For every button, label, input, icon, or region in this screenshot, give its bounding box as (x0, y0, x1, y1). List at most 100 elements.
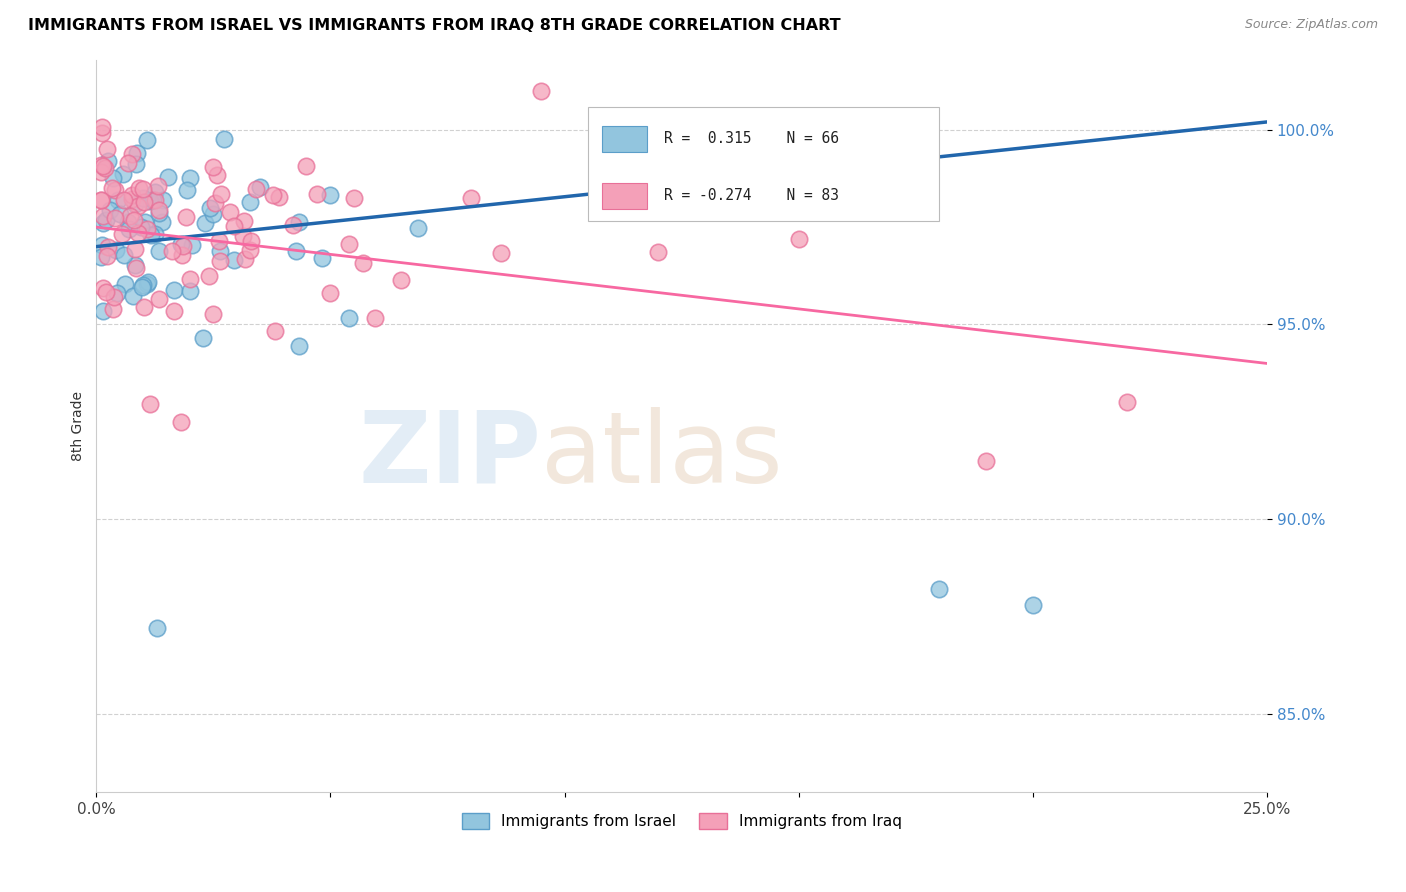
Point (647, 244, 669, 259)
Point (263, 325, 285, 339)
Point (139, 228, 162, 243)
Point (136, 222, 159, 236)
Point (136, 277, 159, 291)
Legend: Immigrants from Israel, Immigrants from Iraq: Immigrants from Israel, Immigrants from … (456, 807, 908, 836)
Point (100, 202, 122, 217)
Point (1115, 395, 1137, 409)
Point (90, 250, 112, 264)
Point (118, 222, 141, 236)
Point (148, 203, 170, 218)
Point (245, 182, 267, 196)
Point (152, 193, 174, 207)
Point (105, 285, 128, 300)
Point (104, 183, 127, 197)
Point (267, 189, 290, 203)
Point (194, 216, 217, 230)
Point (111, 167, 134, 181)
Point (148, 205, 170, 219)
Point (122, 289, 145, 303)
Point (249, 180, 271, 194)
FancyBboxPatch shape (588, 107, 939, 220)
Point (97, 153, 120, 168)
Point (150, 215, 173, 229)
Point (90, 158, 112, 172)
Point (97, 240, 120, 254)
Point (148, 244, 170, 258)
Point (121, 192, 143, 206)
Point (127, 226, 149, 240)
Point (96, 142, 118, 156)
Point (143, 227, 166, 241)
Point (232, 229, 254, 244)
Point (101, 181, 124, 195)
Point (101, 171, 124, 186)
Point (207, 168, 229, 182)
Point (90, 165, 112, 179)
Point (787, 232, 810, 246)
Point (136, 275, 159, 289)
Point (127, 199, 149, 213)
FancyBboxPatch shape (602, 126, 647, 153)
Point (364, 311, 387, 326)
Text: ZIP: ZIP (359, 407, 541, 504)
Point (143, 194, 166, 208)
Point (239, 243, 262, 257)
Y-axis label: 8th Grade: 8th Grade (72, 391, 86, 461)
Point (232, 214, 254, 228)
Point (94, 285, 117, 299)
Point (90, 127, 112, 141)
Point (138, 194, 160, 209)
Point (1022, 598, 1045, 612)
Point (337, 310, 360, 325)
Point (112, 248, 135, 262)
Point (124, 197, 146, 211)
Point (91, 303, 114, 318)
Point (107, 194, 129, 208)
Point (235, 252, 257, 266)
Point (224, 219, 246, 233)
Point (160, 244, 183, 259)
Point (124, 156, 146, 170)
Point (311, 252, 333, 266)
Point (208, 234, 231, 248)
Point (202, 307, 225, 321)
Point (239, 234, 262, 248)
Text: IMMIGRANTS FROM ISRAEL VS IMMIGRANTS FROM IRAQ 8TH GRADE CORRELATION CHART: IMMIGRANTS FROM ISRAEL VS IMMIGRANTS FRO… (28, 18, 841, 33)
Point (117, 155, 139, 169)
Point (174, 210, 197, 224)
Point (121, 147, 143, 161)
Point (134, 215, 156, 229)
Point (198, 268, 221, 283)
Point (132, 278, 155, 293)
Point (179, 272, 201, 286)
Point (91, 238, 114, 252)
Point (176, 183, 198, 197)
Point (91, 281, 114, 295)
Point (125, 145, 148, 160)
Point (93, 161, 115, 175)
FancyBboxPatch shape (602, 183, 647, 209)
Point (170, 248, 193, 262)
Point (131, 280, 153, 294)
Point (281, 219, 304, 233)
Point (222, 252, 245, 267)
Point (181, 238, 204, 252)
Point (307, 186, 329, 201)
Point (134, 301, 156, 315)
Point (170, 237, 193, 252)
Point (122, 213, 145, 227)
Point (163, 283, 186, 297)
Point (200, 201, 222, 215)
Text: Source: ZipAtlas.com: Source: ZipAtlas.com (1244, 18, 1378, 31)
Point (406, 221, 429, 235)
Point (343, 192, 366, 206)
Point (389, 273, 412, 287)
Point (208, 244, 231, 258)
Point (114, 193, 136, 207)
Point (287, 339, 309, 353)
Point (94, 212, 117, 227)
Point (209, 186, 232, 201)
Point (91, 120, 114, 135)
Point (131, 191, 153, 205)
Point (134, 195, 156, 210)
